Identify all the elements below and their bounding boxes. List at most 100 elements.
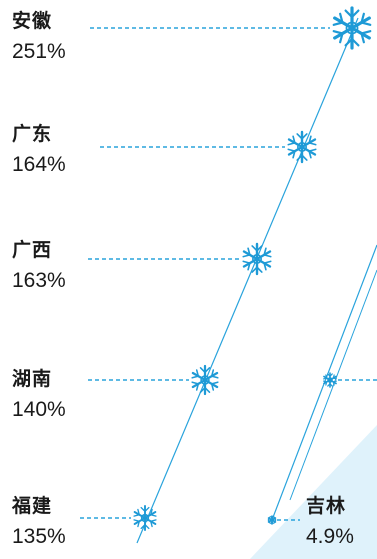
snowflake-branch [271,515,274,519]
snowflake-branch [270,521,273,525]
snowflake-arm [287,145,304,159]
snowflake-branch [256,245,263,252]
snowflake-branch [273,520,275,524]
snowflake-branch [292,135,296,144]
snowflake-branch [150,514,157,517]
province-value: 4.9% [306,525,354,548]
snowflake-branch [191,381,200,385]
snowflake-branch [323,380,328,383]
province-name: 福建 [12,496,53,517]
snowflake-branch [242,254,251,258]
snowflake-branch [242,260,251,264]
snowflake-arm [329,374,337,381]
snowflake-arm [344,6,360,30]
snowflake-arm [332,12,354,30]
snowflake-arm [203,378,219,391]
snowflake-arm [191,378,207,391]
snowflake-arm [327,379,333,388]
snowflake-arm [133,517,146,528]
snowflake-arm [144,508,157,519]
snowflake-icon [133,505,157,531]
snowflake-arm [140,517,150,531]
province-name: 广西 [12,240,53,261]
snowflake-branch [344,37,354,47]
snowflake-branch [210,375,219,379]
snowflake-branch [296,133,303,140]
snowflake-branch [360,32,365,44]
snowflake-branch [150,519,157,522]
snowflake-arm [344,26,360,50]
snowflake-branch [263,254,272,258]
snowflake-branch [327,383,331,387]
snowflake-branch [195,383,200,391]
snowflake-branch [210,369,215,377]
snowflake-branch [308,150,312,159]
snowflake-branch [263,260,272,264]
snowflake-branch [287,148,296,152]
snowflake-arm [251,242,263,261]
snowflake-branch [332,381,335,386]
snowflake-branch [273,518,277,520]
province-value: 140% [12,398,66,421]
snowflake-branch [360,12,365,24]
snowflake-arm [255,257,272,271]
snowflake-branch [150,508,153,516]
snowflake-arm [267,516,273,521]
snowflake-arm [300,135,317,149]
snowflake-arm [296,145,308,164]
snowflake-branch [344,9,354,19]
snowflake-arm [191,369,207,382]
snowflake-branch [263,262,267,271]
province-value: 135% [12,525,66,548]
province-value: 163% [12,269,66,292]
snowflake-branch [247,262,251,271]
snowflake-arm [329,379,337,386]
snowflake-branch [144,523,150,530]
background-accent [250,425,377,559]
snowflake-branch [301,154,308,161]
label-guangxi: 广西 163% [12,241,66,291]
label-jilin: 吉林 4.9% [306,497,354,547]
snowflake-branch [287,142,296,146]
snowflake-branch [308,135,312,144]
snowflake-branch [360,21,372,26]
snowflake-branch [329,373,333,377]
snowflake-branch [133,519,140,522]
snowflake-icon [191,364,219,396]
snowflake-branch [301,133,308,140]
province-value: 164% [12,153,66,176]
snowflake-arm [296,130,308,149]
province-name: 湖南 [12,369,53,390]
snowflake-arm [203,369,219,382]
snowflake-icon [267,515,277,525]
snowflake-branch [140,523,146,530]
snowflake-icon [323,372,337,388]
snowflake-branch [332,21,344,26]
label-fujian: 福建 135% [12,497,66,547]
snowflake-arm [332,26,354,44]
snowflake-branch [195,369,200,377]
snowflake-branch [204,367,211,374]
snowflake-branch [140,506,146,513]
snowflake-branch [332,377,337,380]
label-hunan: 湖南 140% [12,370,66,420]
series-line [136,17,359,544]
snowflake-branch [350,9,360,19]
province-name: 广东 [12,124,53,145]
snowflake-branch [325,374,328,379]
snowflake-arm [300,145,317,159]
snowflake-arm [242,247,259,261]
province-name: 吉林 [306,496,347,517]
snowflake-branch [199,386,206,393]
snowflake-branch [251,245,258,252]
snowflake-branch [144,506,150,513]
snowflake-arm [323,374,331,381]
chart-marks [80,6,377,544]
snowflake-arm [323,379,331,386]
snowflake-branch [150,520,153,528]
snowflake-branch [296,154,303,161]
snowflake-branch [360,30,372,35]
province-name: 安徽 [12,11,53,32]
